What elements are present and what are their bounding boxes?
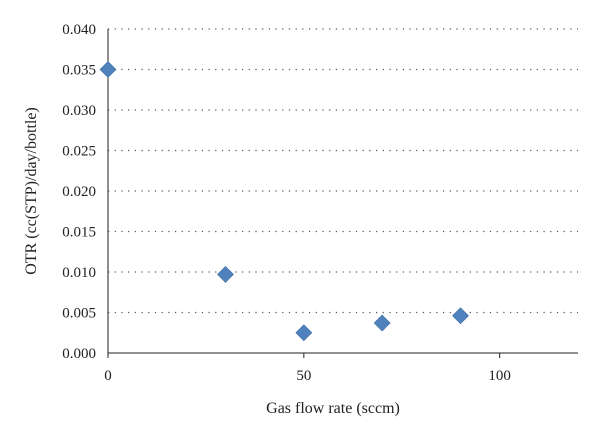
y-tick-label: 0.010 [62,265,96,281]
y-tick-label: 0.030 [62,103,96,119]
y-tick-labels: 0.000 0.005 0.010 0.015 0.020 0.025 0.030 0.035… [62,22,96,362]
y-tick-label: 0.035 [62,63,96,79]
x-tick-label: 0 [104,368,112,384]
y-axis-title: OTR (cc(STP)/day/bottle) [23,107,40,275]
axes [107,29,578,358]
data-point [99,61,117,78]
y-tick-label: 0.000 [62,346,96,362]
data-point [295,324,313,342]
grid-lines [108,28,578,314]
x-tick-label: 100 [488,368,511,384]
x-tick-labels: 0 50 100 [104,368,511,384]
data-points [99,61,469,342]
data-point [373,314,391,332]
y-tick-label: 0.015 [62,225,96,241]
x-tick-label: 50 [296,368,311,384]
y-tick-label: 0.005 [62,306,96,322]
data-point [452,307,469,325]
y-tick-label: 0.020 [62,184,96,200]
data-point [217,266,234,283]
y-tick-label: 0.040 [62,22,96,38]
y-tick-label: 0.025 [62,144,96,160]
x-axis-title: Gas flow rate (sccm) [266,400,400,417]
